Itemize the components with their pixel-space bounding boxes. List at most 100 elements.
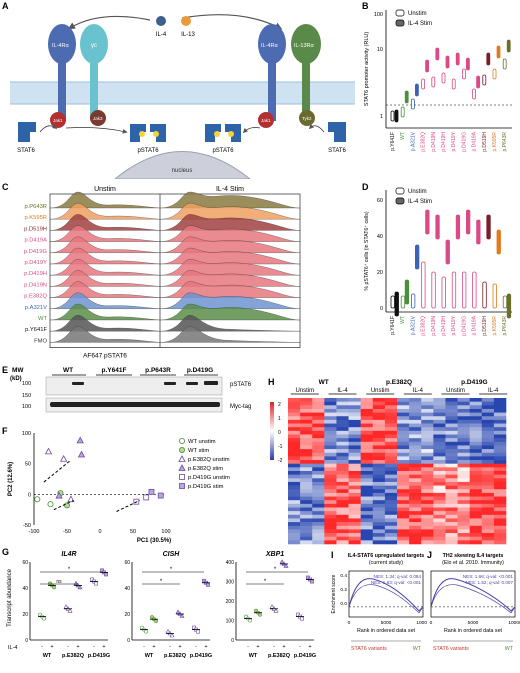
h-cell [336,452,349,457]
h-sub-label: Unstim [371,388,390,394]
d-xtick: p.Y641F [390,316,396,335]
g-ytick: 0 [231,638,234,644]
h-cell [421,405,434,410]
h-cell [445,398,458,402]
mw-mark-3: 100 [22,404,31,410]
gsea-frame [430,570,516,618]
f-xtick: -100 [28,529,39,535]
h-sub-label: IL-4 [488,388,499,394]
h-cell [324,463,337,468]
h-cell [312,489,325,494]
h-cell [372,419,386,424]
h-cell [372,445,386,450]
h-sub-label: IL-4 [413,388,424,394]
h-cell [421,434,434,439]
h-cell [457,427,470,432]
h-cell [433,438,446,443]
gsea-ytick: 0.4 [340,573,347,579]
b-violin-unstim [411,98,415,110]
g-point [196,629,200,634]
b-violin-unstim [451,78,456,90]
h-cell [384,412,398,417]
h-cell [409,416,422,421]
h-cell [409,405,422,410]
d-xtick: p.D419A [472,315,478,335]
h-cell [324,503,337,508]
h-cell [300,503,313,508]
h-cell [493,449,507,454]
b-xtick: p.A321V [410,131,416,151]
h-cell [288,518,301,523]
gsea-left-label: STAT6 variants [433,646,469,652]
h-cell [481,529,495,534]
h-cell [409,412,422,417]
h-cell [348,434,361,439]
h-cell [384,496,398,501]
h-cell [433,408,446,413]
h-cell [336,456,349,461]
g-group-label: p.D419G [294,653,316,659]
h-cell [324,481,337,486]
h-cell [433,463,446,468]
h-cell [300,536,313,541]
h-cell [409,427,422,432]
h-cell [288,401,301,406]
h-cell [481,463,495,468]
gsea-xlabel: Rank in ordered data set [357,628,416,634]
h-scale-tick: 0 [278,430,281,436]
h-cell [397,438,410,443]
h-cell [384,536,398,541]
f-point [44,447,53,455]
f-point [34,496,41,503]
h-cell [384,518,398,523]
h-cell [493,471,507,475]
h-cell [469,456,483,461]
h-cell [481,456,495,461]
gsea-curve-1 [348,578,424,612]
h-cell [348,536,361,541]
h-cell [288,438,301,443]
h-cell [384,507,398,512]
h-cell [300,518,313,523]
h-cell [469,481,483,486]
h-cell [445,430,458,435]
h-cell [384,529,398,534]
h-cell [469,445,483,450]
b-violin-unstim [431,76,436,88]
h-cell [457,423,470,428]
h-cell [445,485,458,490]
h-cell [300,489,313,494]
h-cell [421,540,434,545]
b-xtick: p.D419Y [451,131,457,151]
h-cell [481,434,495,439]
h-cell [336,463,349,468]
h-cell [469,452,483,457]
h-cell [397,416,410,421]
h-cell [493,416,507,421]
panel-letter-b: B [362,1,369,11]
h-cell [348,441,361,446]
h-cell [457,445,470,450]
h-cell [384,408,398,413]
h-cell [348,430,361,435]
h-cell [372,398,386,402]
h-cell [493,518,507,523]
h-cell [324,405,337,410]
b-violin-stim [466,57,470,71]
d-legend-swatch-unstim [395,187,405,195]
h-cell [421,518,434,523]
h-cell [300,408,313,413]
h-cell [348,492,361,497]
h-cell [445,467,458,472]
b-ytick: 10 [377,47,383,53]
d-violin-unstim [390,295,395,309]
g-sign-minus: - [273,644,275,650]
h-cell [312,518,325,523]
h-cell [409,398,422,402]
jak1-left-label: Jak1 [53,118,63,123]
h-cell [324,416,337,421]
h-cell [493,463,507,468]
gsea-ytick: 0.0 [340,601,347,607]
h-cell [312,536,325,541]
d-violin-stim [445,239,450,265]
